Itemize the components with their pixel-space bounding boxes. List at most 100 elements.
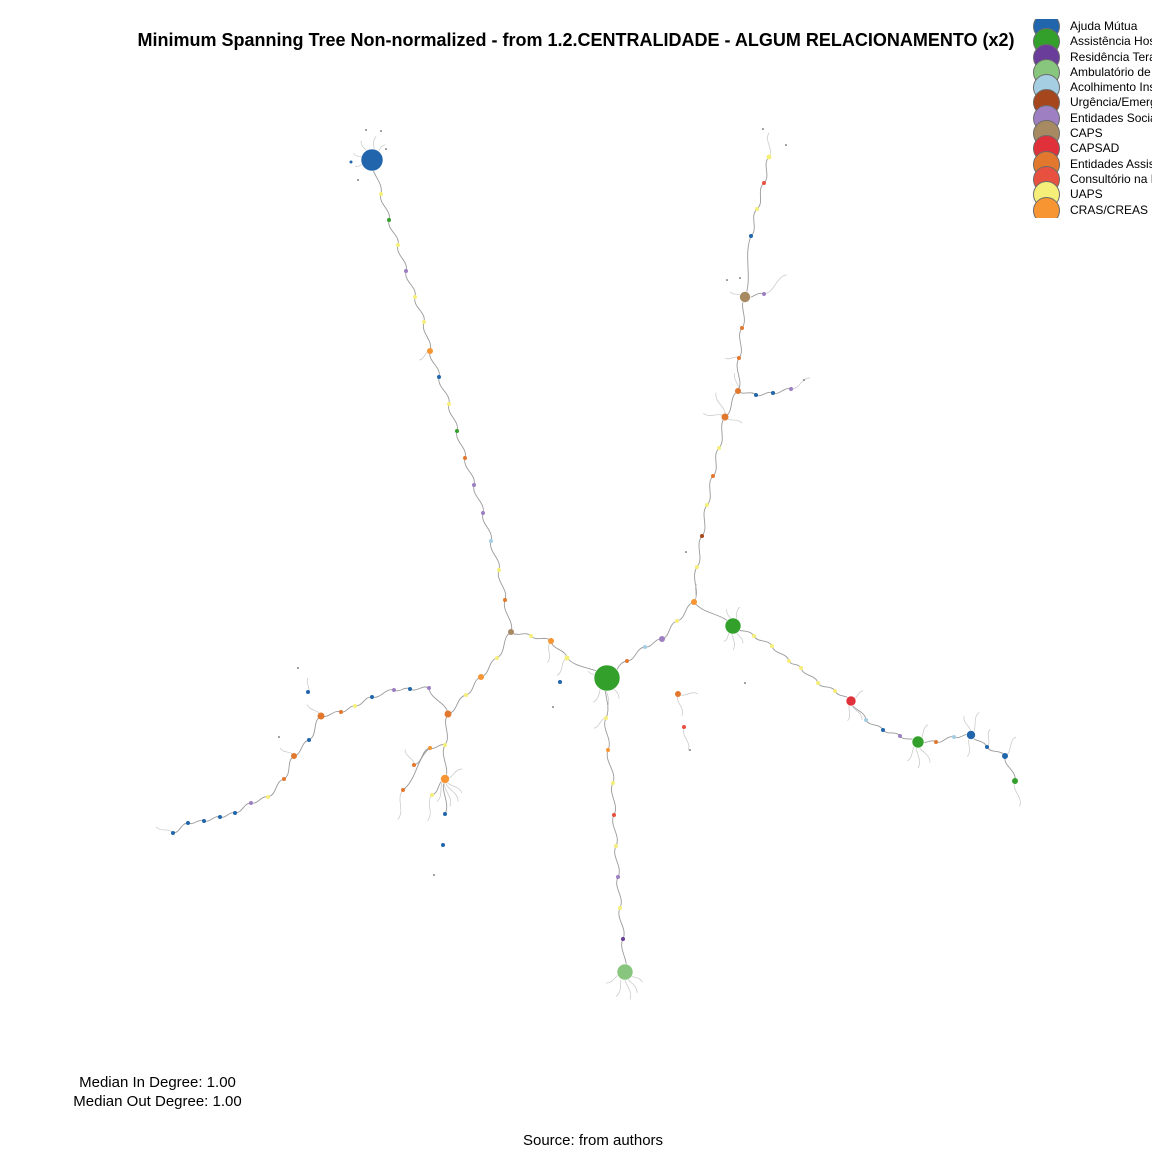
legend-label: UAPS — [1070, 187, 1103, 202]
network-node — [558, 680, 562, 684]
tree-edge — [480, 657, 498, 678]
leaf-edge — [724, 356, 740, 360]
network-node — [472, 483, 476, 487]
tree-edge — [464, 457, 475, 486]
network-node — [700, 534, 704, 538]
leaf-edge — [1004, 736, 1017, 757]
tree-edge — [388, 219, 399, 246]
tree-edge — [448, 403, 458, 432]
network-node — [441, 843, 445, 847]
network-node — [307, 738, 311, 742]
stray-point — [278, 736, 280, 738]
network-node — [564, 655, 570, 661]
network-node — [317, 712, 325, 720]
tree-edge — [817, 682, 836, 692]
legend-item: CRAS/CREAS — [1031, 196, 1152, 218]
tree-edge — [442, 744, 448, 780]
network-node — [481, 511, 485, 515]
network-node — [724, 617, 742, 635]
legend-item: Entidades Assistenciais — [1031, 150, 1152, 178]
edge-layer — [172, 156, 1016, 973]
network-node — [428, 746, 432, 750]
network-node — [659, 636, 665, 642]
network-node — [762, 181, 766, 185]
network-node — [643, 645, 647, 649]
network-node — [799, 666, 803, 670]
tree-edge — [409, 686, 430, 691]
leaf-edge — [397, 789, 404, 820]
leaf-edge — [763, 274, 788, 295]
network-node — [934, 740, 938, 744]
tree-edge — [444, 713, 449, 746]
network-node — [349, 160, 353, 164]
tree-edge — [414, 296, 425, 323]
network-node — [682, 725, 686, 729]
network-node — [413, 295, 417, 299]
tree-edge — [611, 782, 616, 816]
network-node — [754, 393, 758, 397]
tree-edge — [482, 512, 492, 542]
tree-edge — [503, 599, 513, 633]
leaf-edge — [1013, 780, 1021, 807]
tree-edge — [706, 475, 714, 506]
stray-point — [726, 279, 728, 281]
network-node — [691, 599, 697, 605]
tree-edge — [490, 540, 500, 571]
legend-label: Urgência/Emergência — [1070, 95, 1152, 110]
tree-edge — [788, 660, 802, 669]
network-node — [845, 695, 857, 707]
stray-point — [380, 130, 382, 132]
network-node — [408, 687, 412, 691]
legend-swatch — [1033, 196, 1060, 218]
tree-edge — [606, 749, 615, 784]
network-node — [401, 788, 405, 792]
network-node — [463, 456, 467, 460]
network-node — [503, 598, 507, 602]
legend-label: CAPSAD — [1070, 141, 1120, 156]
tree-edge — [354, 696, 373, 707]
stray-point — [803, 379, 805, 381]
network-node — [614, 844, 618, 848]
network-node — [833, 689, 837, 693]
network-node — [427, 686, 431, 690]
network-node — [497, 568, 501, 572]
tree-edge — [405, 270, 416, 298]
network-node — [306, 690, 310, 694]
network-node — [455, 429, 459, 433]
leaf-edge — [155, 826, 174, 834]
network-node — [291, 753, 297, 759]
legend-label: Entidades Sociais — [1070, 110, 1152, 125]
tree-edge — [771, 645, 790, 662]
stray-point — [762, 128, 764, 130]
network-node — [443, 743, 447, 747]
network-node — [606, 748, 610, 752]
tree-edge — [267, 778, 285, 798]
network-node — [675, 619, 679, 623]
network-node — [495, 656, 499, 660]
tree-edge — [497, 569, 507, 601]
stray-point — [357, 179, 359, 181]
tree-edge — [397, 244, 407, 272]
tree-edge — [753, 635, 773, 647]
tree-edge — [473, 484, 484, 514]
network-node — [766, 154, 772, 160]
network-node — [985, 745, 989, 749]
network-node — [717, 446, 721, 450]
tree-edge — [618, 907, 625, 940]
legend-label: Consultório na Rua — [1070, 171, 1152, 186]
tree-edge — [340, 705, 356, 713]
network-node — [218, 815, 222, 819]
network-node — [752, 634, 756, 638]
network-node — [404, 269, 408, 273]
tree-edge — [438, 376, 450, 405]
stray-point — [739, 277, 741, 279]
network-node — [612, 813, 616, 817]
network-node — [249, 801, 253, 805]
legend-label: CRAS/CREAS — [1070, 202, 1149, 217]
network-node — [966, 730, 976, 740]
tree-edge — [429, 744, 446, 749]
network-node — [616, 875, 620, 879]
network-node — [478, 674, 484, 680]
network-node — [464, 693, 468, 697]
